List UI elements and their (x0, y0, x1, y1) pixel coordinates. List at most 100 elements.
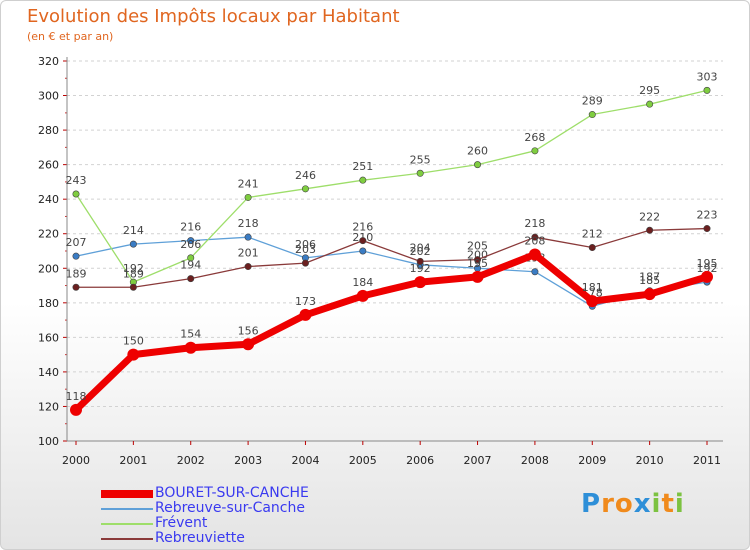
data-point (474, 256, 482, 264)
data-label: 203 (295, 243, 316, 256)
data-label: 206 (180, 238, 201, 251)
data-point (531, 268, 539, 276)
series-line (72, 250, 711, 414)
data-point (701, 270, 713, 283)
data-point (703, 86, 711, 94)
x-tick-label: 2005 (349, 454, 377, 467)
data-point (586, 295, 599, 308)
data-point (588, 111, 596, 119)
legend-swatch (101, 508, 153, 510)
x-tick-label: 2000 (62, 454, 90, 467)
series-line (75, 89, 708, 283)
data-point (414, 276, 427, 289)
x-tick-label: 2008 (521, 454, 549, 467)
x-tick-label: 2003 (234, 454, 262, 467)
data-point (531, 147, 539, 155)
y-tick-label: 100 (38, 435, 59, 448)
y-tick-label: 160 (38, 331, 59, 344)
y-tick-label: 320 (38, 55, 59, 68)
data-label: 214 (123, 224, 144, 237)
x-tick-label: 2002 (177, 454, 205, 467)
data-point (646, 226, 654, 234)
data-label: 194 (180, 259, 201, 272)
data-label: 222 (639, 210, 660, 223)
series-line (75, 236, 708, 307)
x-tick-label: 2007 (464, 454, 492, 467)
data-point (301, 185, 309, 193)
proxiti-logo: Proxiti (581, 489, 685, 519)
data-point (244, 263, 252, 271)
data-point (359, 176, 367, 184)
data-point (72, 283, 80, 291)
data-point (703, 225, 711, 233)
chart-title: Evolution des Impôts locaux par Habitant (27, 6, 400, 27)
data-point (72, 190, 80, 198)
y-tick-label: 300 (38, 90, 59, 103)
data-point (531, 233, 539, 241)
chart-subtitle: (en € et par an) (27, 30, 114, 43)
data-point (356, 289, 369, 302)
data-point (301, 259, 309, 267)
data-label: 246 (295, 169, 316, 182)
data-label: 201 (238, 247, 259, 260)
data-point (127, 348, 140, 361)
data-point (187, 237, 195, 245)
data-point (643, 288, 656, 301)
data-label: 218 (238, 217, 259, 230)
data-label: 185 (639, 274, 660, 287)
data-label: 255 (410, 153, 431, 166)
data-point (129, 240, 137, 248)
data-point (359, 247, 367, 255)
data-label: 303 (697, 70, 718, 83)
data-label: 206 (295, 238, 316, 251)
data-label: 216 (180, 221, 201, 234)
data-point (129, 283, 137, 291)
data-point (70, 403, 82, 416)
data-point (416, 169, 424, 177)
y-tick-label: 120 (38, 400, 59, 413)
data-point (528, 248, 541, 261)
y-tick-label: 240 (38, 193, 59, 206)
data-label: 204 (410, 241, 431, 254)
data-point (184, 341, 197, 354)
data-label: 295 (639, 84, 660, 97)
data-point (646, 100, 654, 108)
data-label: 243 (66, 174, 87, 187)
y-tick-label: 260 (38, 159, 59, 172)
data-label: 181 (582, 281, 603, 294)
x-tick-label: 2011 (693, 454, 721, 467)
data-label: 208 (524, 234, 545, 247)
data-point (588, 244, 596, 252)
x-tick-label: 2010 (636, 454, 664, 467)
data-point (242, 338, 255, 351)
legend-swatch (101, 538, 153, 540)
data-point (474, 161, 482, 169)
data-point (187, 275, 195, 283)
data-label: 173 (295, 295, 316, 308)
data-label: 207 (66, 236, 87, 249)
data-point (72, 252, 80, 260)
data-label: 118 (66, 390, 87, 403)
x-tick-label: 2004 (291, 454, 319, 467)
data-point (244, 193, 252, 201)
data-label: 189 (66, 267, 87, 280)
data-label: 156 (238, 324, 259, 337)
legend-label: Frévent (155, 515, 208, 531)
data-label: 154 (180, 328, 201, 341)
data-label: 184 (352, 276, 373, 289)
data-point (244, 233, 252, 241)
data-label: 223 (697, 209, 718, 222)
legend-label: Rebreuviette (155, 530, 245, 546)
data-label: 202 (410, 245, 431, 258)
x-tick-label: 2009 (578, 454, 606, 467)
series-line (75, 227, 708, 288)
data-label: 218 (524, 217, 545, 230)
data-label: 187 (639, 271, 660, 284)
data-label: 150 (123, 335, 144, 348)
data-point (471, 270, 484, 283)
y-tick-label: 200 (38, 262, 59, 275)
y-tick-label: 140 (38, 366, 59, 379)
data-label: 212 (582, 228, 603, 241)
